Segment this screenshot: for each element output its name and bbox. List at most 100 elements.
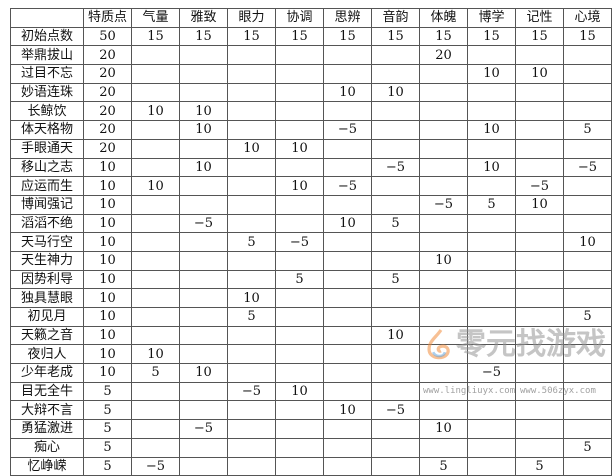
table-row: 目无全牛 5 −5 10 xyxy=(10,381,612,402)
watermark-brand: 零元找游戏 xyxy=(456,327,606,362)
table-cell: 15 xyxy=(323,26,372,47)
table-cell: 10 xyxy=(83,307,132,327)
table-cell: 10 xyxy=(83,176,132,196)
table-cell xyxy=(275,419,324,439)
row-label: 体天格物 xyxy=(10,120,84,140)
table-cell xyxy=(467,250,516,271)
table-cell xyxy=(227,82,276,103)
table-cell: 10 xyxy=(275,176,324,196)
table-row: 举鼎拔山 20 20 xyxy=(10,45,612,66)
table-row: 初始点数 50 15 15 15 15 15 15 15 15 15 15 xyxy=(10,26,612,47)
row-label: 独具慧眼 xyxy=(10,288,84,308)
table-cell xyxy=(419,176,468,196)
table-cell xyxy=(323,437,372,458)
table-cell xyxy=(371,307,420,327)
table-cell: 5 xyxy=(515,456,564,476)
table-cell xyxy=(227,157,276,178)
table-cell: 10 xyxy=(179,363,228,383)
table-cell xyxy=(563,45,612,66)
table-cell xyxy=(515,213,564,234)
table-cell xyxy=(515,250,564,271)
table-cell: 5 xyxy=(563,120,612,140)
table-cell xyxy=(227,363,276,383)
table-cell xyxy=(227,45,276,66)
table-cell: 10 xyxy=(515,64,564,84)
table-cell xyxy=(371,45,420,66)
table-cell xyxy=(371,288,420,308)
table-cell xyxy=(371,344,420,365)
table-cell xyxy=(275,250,324,271)
table-cell xyxy=(275,363,324,383)
table-cell: 20 xyxy=(83,82,132,103)
row-label: 忆峥嵘 xyxy=(10,456,84,476)
table-cell xyxy=(131,381,180,402)
table-cell xyxy=(275,213,324,234)
table-row: 滔滔不绝 10 −5 10 5 xyxy=(10,213,612,234)
table-cell xyxy=(323,101,372,122)
table-cell: −5 xyxy=(467,363,516,383)
table-cell xyxy=(467,269,516,290)
table-cell xyxy=(419,307,468,327)
table-cell: 10 xyxy=(83,344,132,365)
table-cell xyxy=(131,307,180,327)
table-cell xyxy=(371,456,420,476)
table-cell xyxy=(515,400,564,421)
table-cell: −5 xyxy=(227,381,276,402)
row-label: 天生神力 xyxy=(10,250,84,271)
table-cell: 20 xyxy=(83,64,132,84)
table-row: 应运而生 10 10 10 −5 −5 xyxy=(10,176,612,196)
table-row: 长鲸饮 20 10 10 xyxy=(10,101,612,122)
table-cell xyxy=(227,213,276,234)
table-cell xyxy=(275,288,324,308)
table-cell xyxy=(371,101,420,122)
table-cell xyxy=(131,269,180,290)
row-label: 过目不忘 xyxy=(10,64,84,84)
row-label: 滔滔不绝 xyxy=(10,213,84,234)
table-cell xyxy=(515,138,564,159)
table-cell: −5 xyxy=(275,232,324,252)
table-cell xyxy=(131,288,180,308)
watermark-url: www.506zyx.com xyxy=(520,386,596,396)
table-cell: 15 xyxy=(131,26,180,47)
table-cell xyxy=(371,138,420,159)
table-cell xyxy=(227,250,276,271)
column-header: 协调 xyxy=(275,8,324,28)
table-cell: 10 xyxy=(275,381,324,402)
table-cell: −5 xyxy=(323,176,372,196)
row-label: 举鼎拔山 xyxy=(10,45,84,66)
table-cell xyxy=(323,456,372,476)
table-cell xyxy=(371,363,420,383)
table-cell xyxy=(227,456,276,476)
table-cell: 10 xyxy=(467,64,516,84)
table-cell: 10 xyxy=(179,120,228,140)
table-cell xyxy=(371,381,420,402)
table-cell: −5 xyxy=(131,456,180,476)
table-cell xyxy=(563,419,612,439)
table-cell xyxy=(467,437,516,458)
table-cell: −5 xyxy=(179,419,228,439)
table-cell xyxy=(323,194,372,215)
table-cell: 10 xyxy=(467,120,516,140)
table-cell: 5 xyxy=(563,437,612,458)
table-cell: 10 xyxy=(83,325,132,346)
table-cell xyxy=(563,250,612,271)
table-cell xyxy=(323,419,372,439)
table-cell xyxy=(227,194,276,215)
table-cell: 10 xyxy=(83,250,132,271)
table-row: 手眼通天 20 10 10 xyxy=(10,138,612,159)
table-cell xyxy=(179,381,228,402)
row-label: 应运而生 xyxy=(10,176,84,196)
table-cell xyxy=(179,138,228,159)
table-cell xyxy=(467,101,516,122)
table-cell: 10 xyxy=(83,363,132,383)
table-cell xyxy=(131,325,180,346)
table-cell: −5 xyxy=(371,400,420,421)
table-cell xyxy=(515,363,564,383)
table-cell: 5 xyxy=(371,269,420,290)
table-cell xyxy=(563,101,612,122)
table-row: 忆峥嵘 5 −5 5 5 xyxy=(10,456,612,476)
table-cell xyxy=(323,232,372,252)
table-cell xyxy=(131,213,180,234)
table-cell xyxy=(131,419,180,439)
table-cell xyxy=(179,45,228,66)
